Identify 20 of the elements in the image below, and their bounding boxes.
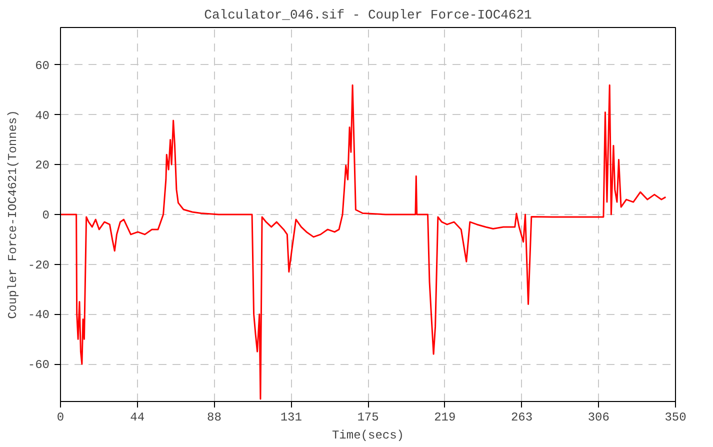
x-tick-label: 44 bbox=[130, 410, 145, 424]
x-axis-title: Time(secs) bbox=[332, 428, 404, 442]
y-tick-label: 0 bbox=[42, 208, 50, 222]
y-tick-label: -60 bbox=[28, 358, 50, 372]
y-tick-label: 20 bbox=[35, 158, 50, 173]
line-series bbox=[60, 84, 666, 400]
y-tick-label: -40 bbox=[28, 308, 50, 322]
y-tick-label: -20 bbox=[28, 258, 50, 272]
x-tick-label: 306 bbox=[588, 410, 610, 424]
y-tick-label: 40 bbox=[35, 108, 50, 123]
x-tick-label: 219 bbox=[434, 410, 456, 424]
chart-title: Calculator_046.sif - Coupler Force-IOC4621 bbox=[204, 8, 532, 22]
x-tick-label: 88 bbox=[207, 410, 222, 424]
x-tick-label: 263 bbox=[510, 410, 533, 424]
y-axis-title: Coupler Force-IOC4621(Tonnes) bbox=[6, 110, 20, 319]
x-tick-label: 0 bbox=[56, 410, 64, 424]
x-tick-label: 350 bbox=[664, 410, 686, 424]
x-tick-label: 175 bbox=[357, 410, 379, 424]
y-tick-label: 60 bbox=[35, 58, 50, 73]
x-tick-label: 131 bbox=[280, 410, 302, 424]
